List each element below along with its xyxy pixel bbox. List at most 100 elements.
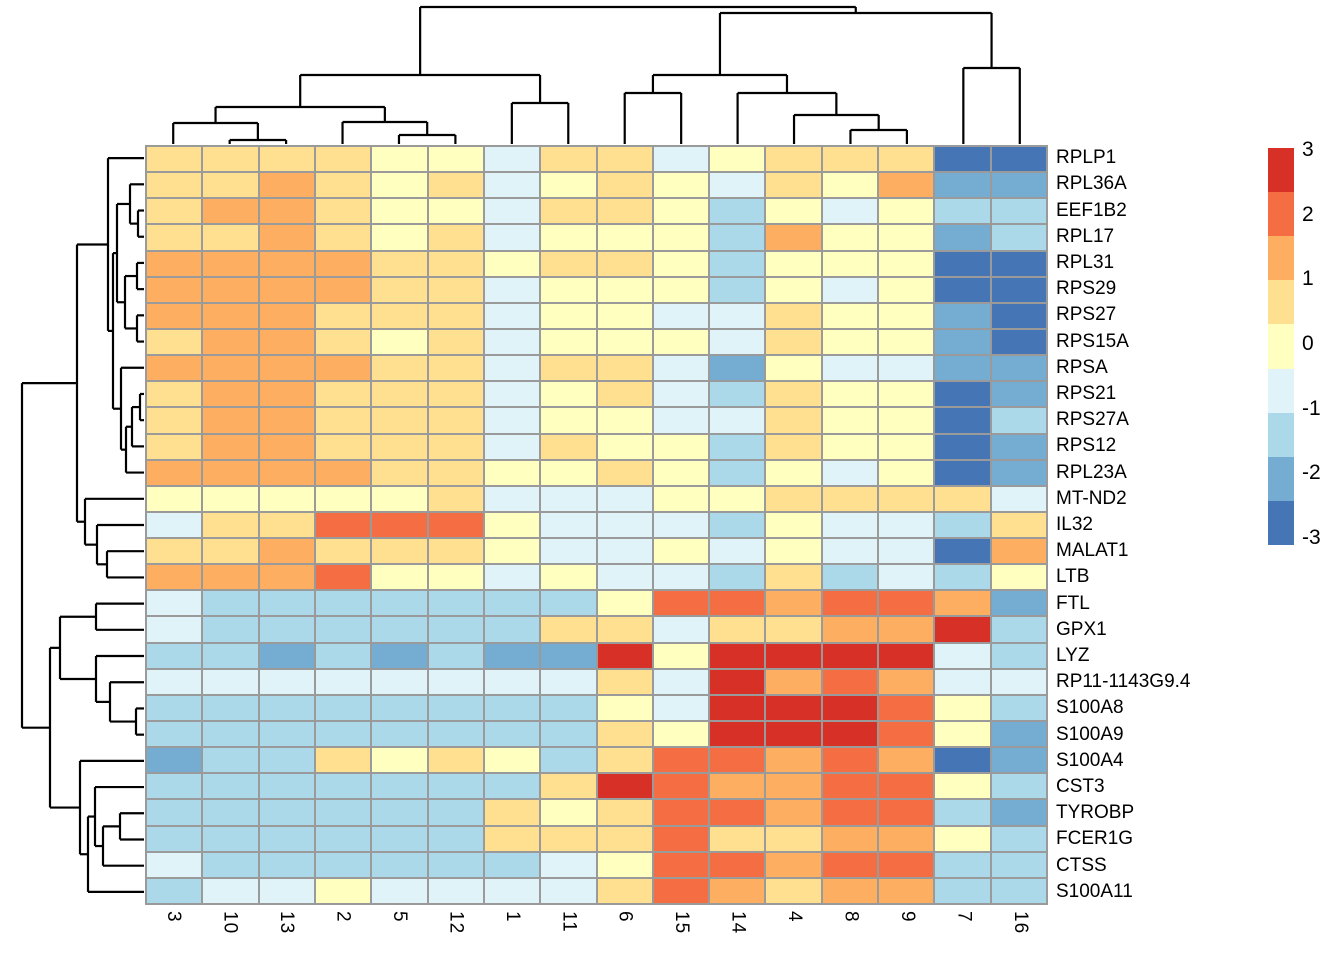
heatmap-cell bbox=[879, 225, 934, 250]
column-label: 13 bbox=[276, 911, 298, 935]
heatmap-cell bbox=[203, 878, 258, 903]
heatmap-cell bbox=[991, 277, 1046, 302]
heatmap-cell bbox=[822, 329, 878, 355]
heatmap-cell bbox=[879, 643, 934, 668]
heatmap-cell bbox=[991, 147, 1046, 172]
heatmap-cell bbox=[710, 408, 765, 433]
heatmap-cell bbox=[879, 669, 934, 694]
heatmap-cell bbox=[203, 382, 258, 407]
heatmap-cell bbox=[766, 852, 821, 877]
heatmap-cell bbox=[935, 512, 990, 538]
column-label: 1 bbox=[501, 911, 523, 923]
heatmap-cell bbox=[541, 722, 596, 747]
heatmap-cell bbox=[822, 512, 878, 538]
heatmap-cell bbox=[147, 486, 202, 511]
heatmap-cell bbox=[203, 565, 258, 590]
row-label: CST3 bbox=[1056, 776, 1105, 798]
row-label: RPL23A bbox=[1056, 461, 1127, 483]
heatmap-cell bbox=[822, 147, 878, 172]
column-label: 14 bbox=[727, 911, 749, 935]
heatmap-cell bbox=[597, 486, 652, 511]
color-legend-tick: -3 bbox=[1302, 526, 1321, 550]
heatmap-cell bbox=[428, 225, 483, 250]
heatmap-cell bbox=[935, 539, 990, 564]
heatmap-cell bbox=[259, 591, 314, 616]
column-dendrogram bbox=[172, 5, 1021, 144]
heatmap-cell bbox=[710, 199, 765, 224]
color-legend-block bbox=[1268, 368, 1294, 413]
heatmap-cell bbox=[541, 460, 596, 485]
heatmap-cell bbox=[484, 486, 540, 511]
heatmap-cell bbox=[147, 434, 202, 459]
heatmap-cell bbox=[428, 512, 483, 538]
heatmap-cell bbox=[710, 460, 765, 485]
heatmap-cell bbox=[822, 695, 878, 721]
heatmap-cell bbox=[935, 408, 990, 433]
heatmap-cell bbox=[541, 774, 596, 799]
heatmap-cell bbox=[541, 277, 596, 302]
heatmap-cell bbox=[597, 251, 652, 276]
heatmap-cell bbox=[259, 565, 314, 590]
heatmap-cell bbox=[991, 826, 1046, 851]
heatmap-cell bbox=[372, 147, 427, 172]
heatmap-cell bbox=[259, 434, 314, 459]
heatmap-cell bbox=[259, 408, 314, 433]
heatmap-cell bbox=[484, 852, 540, 877]
heatmap-cell bbox=[935, 852, 990, 877]
heatmap-cell bbox=[203, 774, 258, 799]
heatmap-cell bbox=[879, 356, 934, 381]
heatmap-cell bbox=[597, 878, 652, 903]
heatmap-cell bbox=[991, 565, 1046, 590]
heatmap-cell bbox=[710, 774, 765, 799]
heatmap-cell bbox=[428, 486, 483, 511]
heatmap-cell bbox=[428, 434, 483, 459]
heatmap-cell bbox=[372, 251, 427, 276]
heatmap-cell bbox=[315, 173, 371, 198]
heatmap-cell bbox=[879, 173, 934, 198]
heatmap-cell bbox=[597, 173, 652, 198]
heatmap-cell bbox=[991, 695, 1046, 721]
heatmap-cell bbox=[766, 512, 821, 538]
heatmap-cell bbox=[597, 199, 652, 224]
heatmap-cell bbox=[259, 800, 314, 825]
heatmap-cell bbox=[259, 695, 314, 721]
heatmap-cell bbox=[653, 774, 709, 799]
heatmap-cell bbox=[597, 669, 652, 694]
heatmap-cell bbox=[597, 643, 652, 668]
heatmap-cell bbox=[541, 565, 596, 590]
heatmap-cell bbox=[147, 748, 202, 773]
heatmap-cell bbox=[710, 434, 765, 459]
heatmap-cell bbox=[484, 434, 540, 459]
heatmap-cell bbox=[259, 826, 314, 851]
heatmap-cell bbox=[879, 486, 934, 511]
heatmap-cell bbox=[541, 408, 596, 433]
heatmap-cell bbox=[203, 669, 258, 694]
heatmap-cell bbox=[259, 512, 314, 538]
heatmap-cell bbox=[710, 643, 765, 668]
heatmap-cell bbox=[484, 565, 540, 590]
heatmap-cell bbox=[822, 434, 878, 459]
heatmap-cell bbox=[935, 826, 990, 851]
heatmap-cell bbox=[315, 486, 371, 511]
heatmap-cell bbox=[259, 147, 314, 172]
heatmap-cell bbox=[879, 147, 934, 172]
heatmap-cell bbox=[428, 722, 483, 747]
heatmap-cell bbox=[428, 303, 483, 328]
heatmap-cell bbox=[484, 617, 540, 642]
heatmap-cell bbox=[315, 225, 371, 250]
heatmap-cell bbox=[935, 722, 990, 747]
heatmap-cell bbox=[710, 539, 765, 564]
heatmap-cell bbox=[822, 173, 878, 198]
heatmap-cell bbox=[822, 669, 878, 694]
heatmap-cell bbox=[147, 695, 202, 721]
heatmap-cell bbox=[766, 774, 821, 799]
heatmap-cell bbox=[315, 382, 371, 407]
heatmap-cell bbox=[710, 826, 765, 851]
column-label: 5 bbox=[388, 911, 410, 923]
heatmap-cell bbox=[822, 277, 878, 302]
heatmap-cell bbox=[428, 460, 483, 485]
heatmap-cell bbox=[766, 356, 821, 381]
heatmap-cell bbox=[766, 695, 821, 721]
heatmap-cell bbox=[935, 225, 990, 250]
heatmap-cell bbox=[822, 303, 878, 328]
